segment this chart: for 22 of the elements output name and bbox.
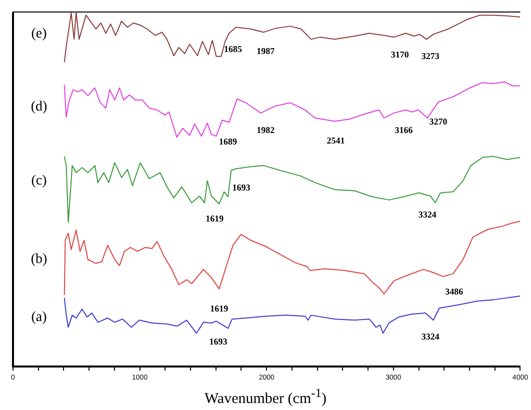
annotation: 1693 (209, 336, 228, 347)
annotation: 3324 (418, 210, 437, 220)
annotation: 1982 (256, 124, 276, 135)
series-label: (b) (30, 252, 48, 267)
annotation: 1987 (256, 46, 276, 56)
annotation: 3324 (421, 332, 440, 342)
annotation: 1619 (210, 303, 229, 314)
series-label: (d) (30, 100, 48, 115)
annotation: 3273 (421, 51, 440, 62)
annotation: 3166 (394, 124, 414, 135)
annotation: 1685 (224, 44, 243, 54)
annotation: 1689 (219, 136, 238, 146)
annotation: 2541 (326, 136, 346, 146)
annotation: 3170 (390, 49, 410, 60)
annotation: 1693 (232, 182, 251, 193)
series-label: (e) (31, 26, 48, 42)
annotation: 1619 (206, 214, 224, 224)
annotation: 3486 (445, 286, 464, 297)
series-label: (a) (31, 310, 48, 326)
series-label: (c) (31, 174, 48, 189)
annotation: 3270 (429, 116, 448, 126)
x-axis-title: Wavenumber (cm$^{-1}$) (203, 386, 328, 408)
